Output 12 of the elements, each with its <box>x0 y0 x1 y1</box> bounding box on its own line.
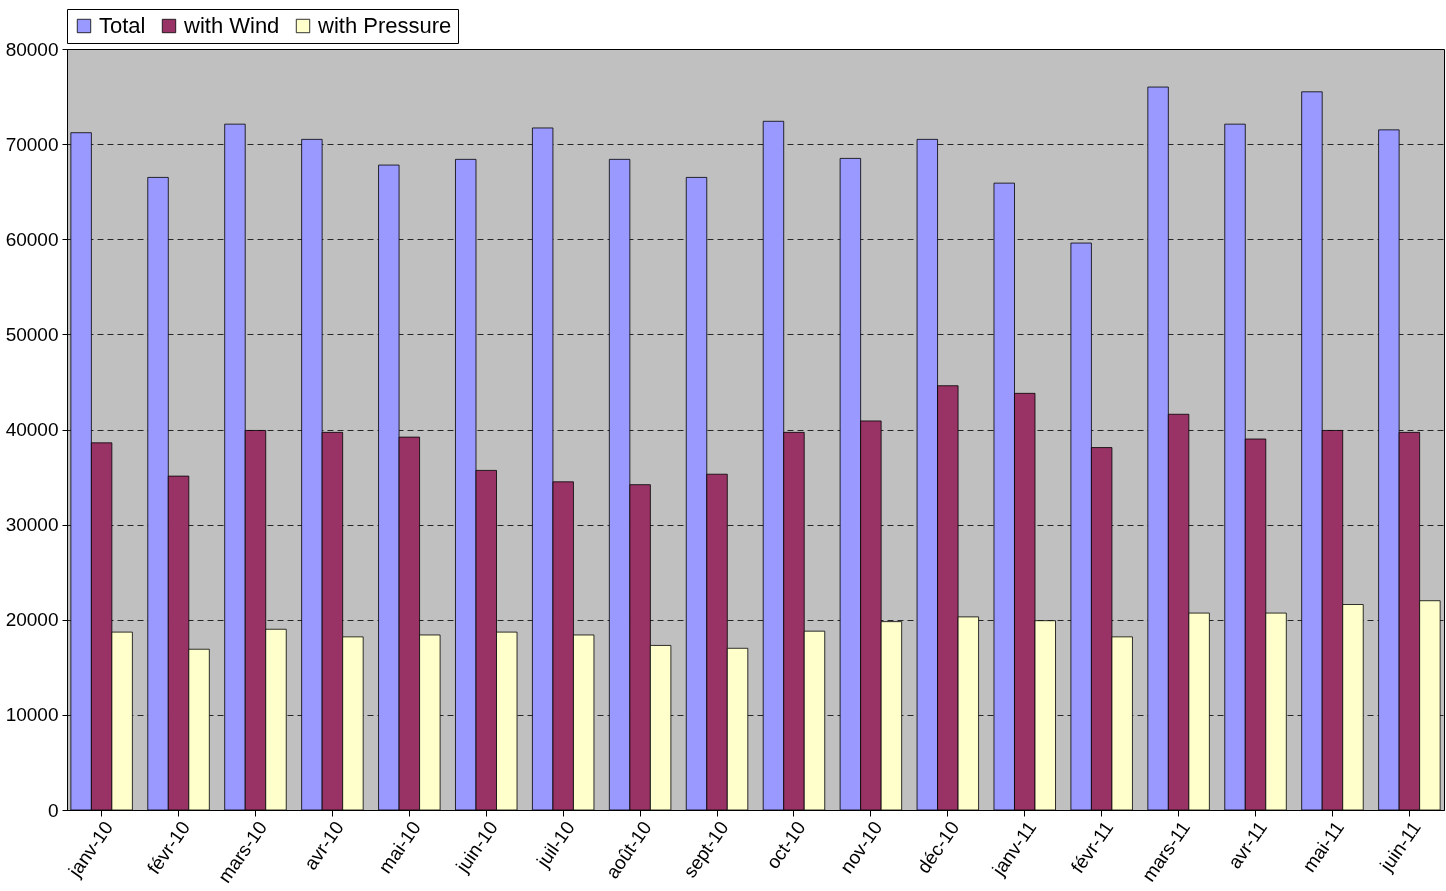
y-tick-label: 10000 <box>5 704 59 726</box>
legend-label: Total <box>99 13 146 38</box>
legend-label: with Wind <box>183 13 280 38</box>
y-tick-label: 20000 <box>5 609 59 631</box>
y-tick-label: 50000 <box>5 323 59 345</box>
legend-label: with Pressure <box>317 13 452 38</box>
y-tick-label: 80000 <box>5 38 59 60</box>
y-tick-label: 30000 <box>5 514 59 536</box>
y-tick-label: 60000 <box>5 228 59 250</box>
y-tick-label: 0 <box>47 799 59 821</box>
y-tick-label: 40000 <box>5 419 59 440</box>
y-tick-label: 70000 <box>5 133 59 155</box>
